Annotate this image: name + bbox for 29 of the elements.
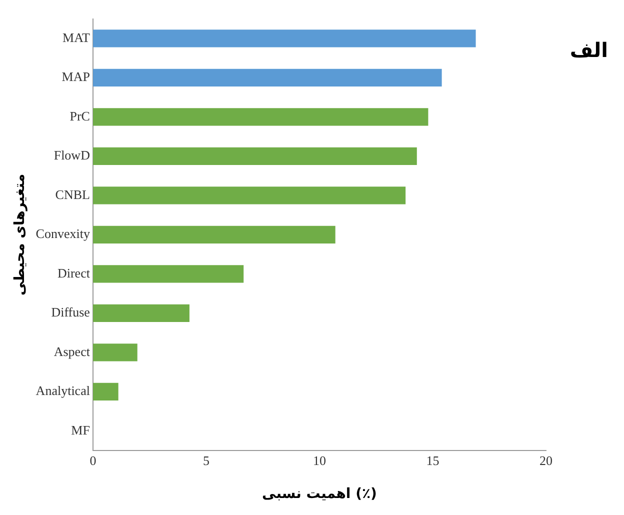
y-tick-label: Diffuse bbox=[51, 304, 90, 320]
y-tick-label: Direct bbox=[57, 265, 90, 280]
bar bbox=[92, 147, 417, 166]
y-tick-label: Aspect bbox=[54, 344, 90, 359]
x-tick-label: 10 bbox=[312, 452, 326, 468]
x-tick-label: 5 bbox=[202, 452, 210, 468]
y-tick-label: MAP bbox=[62, 69, 90, 84]
y-axis-title: متغیرهای محیطی bbox=[12, 174, 28, 296]
bar bbox=[92, 265, 244, 283]
bar bbox=[92, 226, 336, 244]
x-tick-label: 20 bbox=[540, 452, 552, 468]
x-tick-label: 15 bbox=[426, 452, 440, 468]
bar bbox=[92, 186, 406, 204]
y-tick-label: PrC bbox=[70, 108, 90, 124]
y-tick-label: Analytical bbox=[36, 383, 90, 398]
text: الف bbox=[570, 38, 608, 62]
y-tick-label: FlowD bbox=[54, 148, 90, 163]
y-tick-label: MAT bbox=[62, 30, 90, 45]
x-axis-title: اهمیت نسبی (٪) bbox=[262, 486, 377, 502]
y-tick-label: CNBL bbox=[55, 186, 90, 202]
bar bbox=[92, 30, 476, 48]
bar bbox=[92, 68, 442, 87]
bar bbox=[92, 344, 138, 362]
bar bbox=[92, 382, 118, 401]
bar bbox=[92, 108, 428, 126]
y-tick-label: MF bbox=[71, 422, 90, 438]
bar bbox=[92, 304, 190, 322]
y-tick-label: Convexity bbox=[36, 226, 90, 242]
x-tick-label: 0 bbox=[90, 452, 96, 468]
